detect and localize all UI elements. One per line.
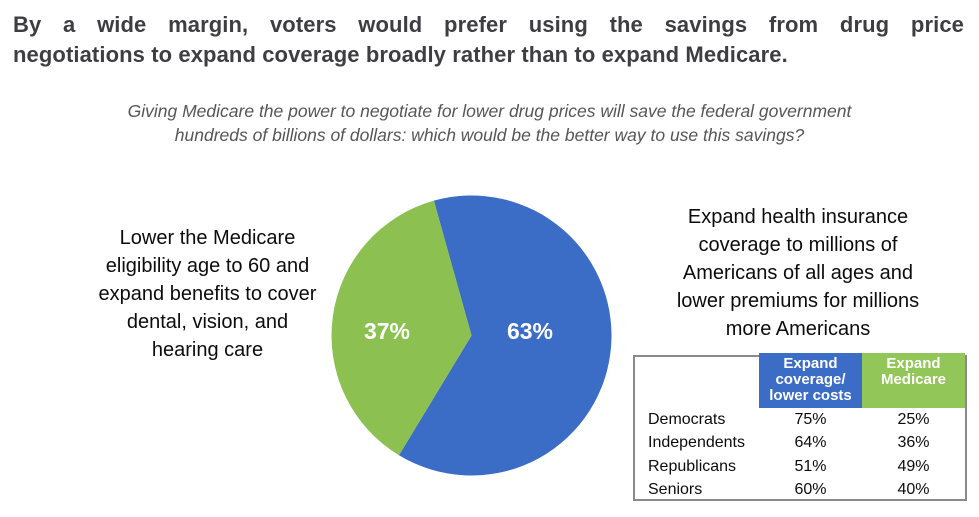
survey-question-line-1: Giving Medicare the power to negotiate f…	[127, 101, 852, 121]
page-title-line-2: negotiations to expand coverage broadly …	[13, 42, 788, 67]
green-slice-caption-line: hearing care	[151, 339, 264, 361]
subgroup-table: Expand coverage/ lower costs Expand Medi…	[633, 353, 967, 502]
survey-question: Giving Medicare the power to negotiate f…	[0, 99, 979, 147]
green-slice-caption-line: Lower the Medicare	[119, 227, 296, 249]
row-value-medicare: 49%	[897, 457, 930, 475]
row-value-medicare: 25%	[897, 410, 930, 428]
table-row: Seniors 60% 40%	[635, 479, 965, 503]
blue-slice-caption-line: lower premiums for millions	[676, 290, 920, 312]
pie-chart: 37% 63%	[331, 195, 612, 476]
green-slice-caption-line: dental, vision, and	[126, 311, 289, 333]
pie-slice-expand-coverage	[398, 195, 612, 476]
blue-slice-caption-line: coverage to millions of	[698, 234, 898, 256]
row-value-coverage: 60%	[794, 481, 827, 499]
row-label: Seniors	[648, 481, 703, 499]
pie-chart-svg	[331, 195, 612, 476]
blue-slice-caption-line: more Americans	[725, 318, 871, 340]
pie-slice-expand-medicare	[331, 200, 472, 456]
row-value-medicare: 36%	[897, 434, 930, 452]
table-row: Democrats 75% 25%	[635, 408, 965, 432]
green-slice-caption-line: expand benefits to cover	[98, 283, 317, 305]
row-value-coverage: 51%	[794, 457, 827, 475]
row-value-medicare: 40%	[897, 481, 930, 499]
table-row: Republicans 51% 49%	[635, 455, 965, 479]
row-value-coverage: 75%	[794, 410, 827, 428]
table-body: Democrats 75% 25% Independents 64% 36% R…	[635, 408, 965, 502]
blue-slice-caption-line: Expand health insurance	[687, 206, 909, 228]
green-slice-caption: Lower the Medicare eligibility age to 60…	[70, 224, 345, 364]
green-slice-caption-line: eligibility age to 60 and	[105, 255, 310, 277]
table-header-expand-coverage: Expand coverage/ lower costs	[759, 353, 862, 408]
row-label: Democrats	[648, 410, 726, 428]
green-slice-value-label: 37%	[363, 318, 411, 344]
blue-slice-value-label: 63%	[506, 318, 554, 344]
blue-slice-caption: Expand health insurance coverage to mill…	[616, 203, 979, 343]
survey-question-line-2: hundreds of billions of dollars: which w…	[174, 125, 805, 145]
blue-slice-caption-line: Americans of all ages and	[682, 262, 914, 284]
row-label: Republicans	[648, 457, 737, 475]
table-row: Independents 64% 36%	[635, 432, 965, 456]
table-header-expand-medicare: Expand Medicare	[862, 353, 965, 408]
row-value-coverage: 64%	[794, 434, 827, 452]
row-label: Independents	[648, 434, 745, 452]
page-title-line-1: By a wide margin, voters would prefer us…	[13, 12, 964, 37]
page-title: By a wide margin, voters would prefer us…	[13, 10, 964, 70]
